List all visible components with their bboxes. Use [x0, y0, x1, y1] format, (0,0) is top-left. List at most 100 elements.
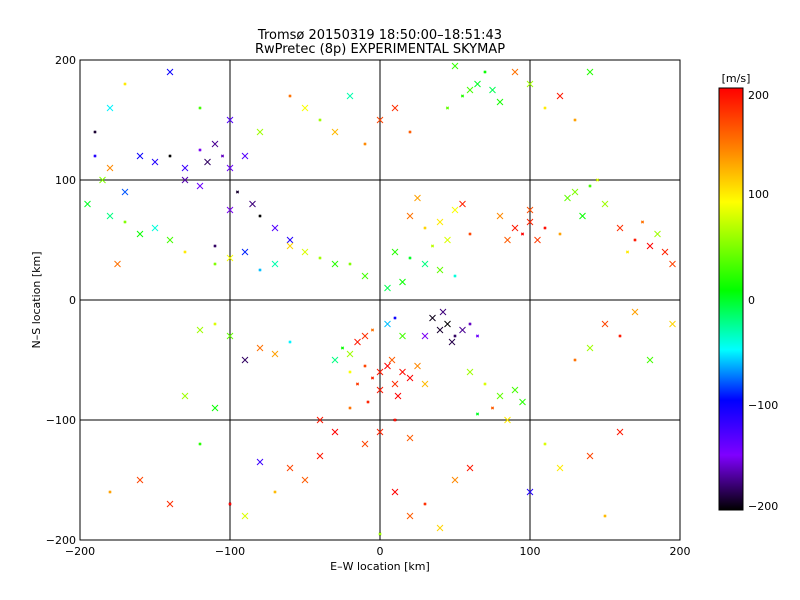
data-point — [316, 452, 324, 460]
data-point — [414, 362, 421, 370]
data-point — [490, 406, 495, 410]
data-point — [391, 488, 399, 496]
data-point — [421, 380, 429, 388]
data-point — [288, 340, 292, 344]
data-point — [271, 260, 279, 268]
data-point — [526, 206, 534, 214]
data-point — [406, 434, 414, 442]
data-point — [534, 236, 541, 244]
data-point — [496, 392, 504, 400]
data-point — [601, 200, 609, 208]
data-point — [318, 256, 322, 260]
data-point — [414, 194, 421, 202]
data-point — [121, 188, 129, 196]
data-point — [99, 176, 106, 184]
data-point — [366, 400, 370, 404]
data-point — [468, 232, 472, 236]
colorbar-unit-label: [m/s] — [722, 72, 751, 85]
data-point — [640, 220, 645, 224]
data-point — [504, 416, 511, 424]
data-point — [228, 502, 232, 506]
data-point — [439, 308, 447, 316]
data-point — [84, 200, 91, 208]
data-point — [226, 164, 234, 172]
data-point — [459, 326, 466, 334]
data-point — [616, 224, 624, 232]
data-point — [601, 320, 609, 328]
data-point — [421, 332, 429, 340]
data-point — [556, 464, 564, 472]
data-point — [93, 154, 97, 158]
data-point — [511, 224, 519, 232]
data-point — [271, 224, 279, 232]
data-point — [444, 236, 451, 244]
data-point — [451, 62, 459, 70]
data-point — [436, 524, 444, 532]
data-point — [586, 452, 594, 460]
data-point — [198, 106, 202, 110]
data-point — [468, 322, 472, 326]
data-point — [318, 118, 322, 122]
data-point — [166, 236, 174, 244]
data-point — [564, 194, 571, 202]
data-point — [429, 314, 436, 322]
data-point — [483, 70, 487, 74]
data-point — [286, 464, 294, 472]
data-point — [406, 212, 414, 220]
data-point — [475, 412, 480, 416]
y-axis-label: N–S location [km] — [30, 251, 43, 348]
data-point — [198, 148, 202, 152]
data-point — [543, 106, 547, 110]
chart-title: Tromsø 20150319 18:50:00–18:51:43 — [257, 28, 502, 43]
colorbar-tick-label: −100 — [748, 399, 778, 412]
data-point — [406, 512, 414, 520]
chart-subtitle: RwPretec (8p) EXPERIMENTAL SKYMAP — [255, 42, 505, 57]
data-point — [579, 212, 586, 220]
data-point — [348, 370, 352, 374]
data-point — [496, 98, 504, 106]
data-point — [301, 104, 309, 112]
data-point — [586, 68, 594, 76]
data-point — [573, 358, 577, 362]
data-point — [475, 334, 480, 338]
data-point — [391, 104, 399, 112]
data-point — [166, 500, 174, 508]
data-point — [603, 514, 607, 518]
data-point — [543, 226, 547, 230]
data-point — [423, 226, 427, 230]
data-point — [436, 266, 444, 274]
data-point — [181, 392, 189, 400]
data-point — [391, 380, 399, 388]
x-tick-label: 200 — [670, 545, 691, 558]
x-tick-label: −200 — [65, 545, 95, 558]
data-point — [393, 316, 397, 320]
data-point — [444, 320, 451, 328]
data-point — [384, 362, 391, 370]
data-point — [625, 250, 630, 254]
data-point — [151, 224, 159, 232]
data-point — [241, 356, 249, 364]
data-point — [354, 338, 361, 346]
data-point — [346, 92, 354, 100]
colorbar: [m/s] 200 100 0 −100 −200 — [718, 72, 778, 513]
data-point — [384, 284, 391, 292]
data-point — [226, 116, 234, 124]
data-point — [286, 242, 294, 250]
data-point — [399, 332, 406, 340]
data-point — [363, 142, 367, 146]
data-point — [646, 356, 654, 364]
y-tick-label: 0 — [69, 294, 76, 307]
data-point — [558, 232, 562, 236]
data-point — [331, 356, 339, 364]
data-point — [241, 152, 249, 160]
data-point — [399, 278, 406, 286]
data-point — [361, 272, 369, 280]
data-point — [388, 356, 396, 364]
data-point — [391, 248, 399, 256]
data-point — [331, 428, 339, 436]
data-point — [661, 248, 669, 256]
data-point — [511, 386, 519, 394]
data-points — [84, 62, 676, 536]
data-point — [256, 344, 264, 352]
